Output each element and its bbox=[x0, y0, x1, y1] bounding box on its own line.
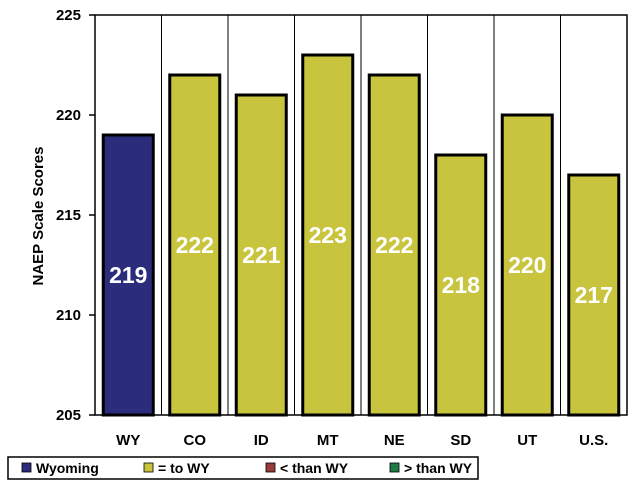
x-tick-label: NE bbox=[384, 432, 405, 449]
y-tick-label: 210 bbox=[56, 307, 81, 324]
y-tick-label: 220 bbox=[56, 107, 81, 124]
legend-swatch-wyoming bbox=[21, 462, 32, 473]
bars bbox=[101, 53, 621, 417]
y-tick-label: 225 bbox=[56, 7, 81, 24]
legend-label-wyoming: Wyoming bbox=[36, 460, 99, 476]
legend: Wyoming = to WY < than WY > than WY bbox=[7, 456, 479, 480]
legend-swatch-less bbox=[265, 462, 276, 473]
y-axis: 205 210 215 220 225 bbox=[56, 7, 95, 424]
x-tick-label: WY bbox=[116, 432, 140, 449]
category-separators bbox=[161, 15, 561, 415]
legend-label-less: < than WY bbox=[280, 460, 349, 476]
legend-box bbox=[7, 456, 479, 480]
bar-mt bbox=[301, 53, 355, 417]
data-label: 217 bbox=[575, 282, 613, 308]
bar-us bbox=[567, 173, 621, 417]
data-label: 218 bbox=[442, 272, 481, 298]
legend-label-greater: > than WY bbox=[404, 460, 473, 476]
data-label: 222 bbox=[375, 232, 413, 258]
x-tick-label: CO bbox=[184, 432, 207, 449]
x-tick-label: ID bbox=[254, 432, 269, 449]
legend-swatch-greater bbox=[389, 462, 400, 473]
bar-sd bbox=[434, 153, 488, 417]
data-label: 221 bbox=[242, 242, 281, 268]
bar-ne bbox=[367, 73, 421, 417]
bar-wy bbox=[101, 133, 155, 417]
data-label: 222 bbox=[176, 232, 214, 258]
bar-co bbox=[168, 73, 222, 417]
bar-id bbox=[234, 93, 288, 417]
x-tick-label: UT bbox=[517, 432, 537, 449]
data-label: 219 bbox=[109, 262, 147, 288]
data-label: 220 bbox=[508, 252, 546, 278]
data-labels: 219 222 221 223 222 218 220 217 bbox=[109, 222, 613, 308]
y-tick-label: 215 bbox=[56, 207, 81, 224]
y-tick-label: 205 bbox=[56, 407, 81, 424]
legend-swatch-equal bbox=[143, 462, 154, 473]
x-tick-label: MT bbox=[317, 432, 339, 449]
data-label: 223 bbox=[309, 222, 347, 248]
x-tick-label: U.S. bbox=[579, 432, 608, 449]
y-axis-title: NAEP Scale Scores bbox=[30, 147, 47, 286]
x-tick-label: SD bbox=[450, 432, 471, 449]
x-axis: WY CO ID MT NE SD UT U.S. bbox=[116, 432, 608, 449]
bar-ut bbox=[500, 113, 554, 417]
legend-label-equal: = to WY bbox=[158, 460, 210, 476]
